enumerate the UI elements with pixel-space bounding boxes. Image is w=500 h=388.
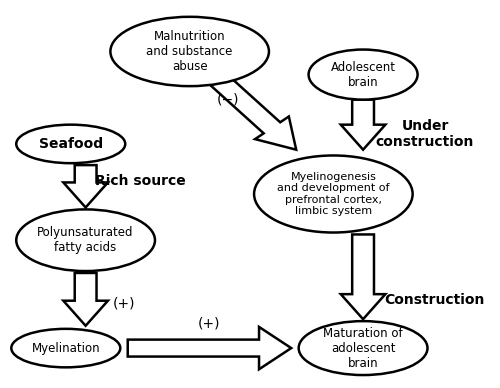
Polygon shape: [128, 327, 291, 369]
Text: Rich source: Rich source: [94, 173, 186, 187]
Text: (+): (+): [113, 296, 136, 310]
Text: Myelination: Myelination: [32, 341, 100, 355]
Text: Under
construction: Under construction: [376, 119, 474, 149]
Text: Seafood: Seafood: [38, 137, 103, 151]
Text: (+): (+): [198, 316, 220, 330]
Text: Maturation of
adolescent
brain: Maturation of adolescent brain: [324, 327, 403, 370]
Ellipse shape: [298, 321, 428, 375]
Text: Malnutrition
and substance
abuse: Malnutrition and substance abuse: [146, 30, 233, 73]
Ellipse shape: [110, 17, 269, 86]
Polygon shape: [64, 165, 108, 208]
Ellipse shape: [16, 125, 126, 163]
Text: Construction: Construction: [384, 293, 485, 307]
Ellipse shape: [254, 156, 412, 232]
Polygon shape: [341, 100, 386, 150]
Text: Adolescent
brain: Adolescent brain: [330, 61, 396, 88]
Text: (−): (−): [217, 93, 240, 107]
Text: Polyunsaturated
fatty acids: Polyunsaturated fatty acids: [38, 226, 134, 254]
Ellipse shape: [308, 50, 418, 100]
Polygon shape: [341, 234, 386, 319]
Ellipse shape: [12, 329, 120, 367]
Polygon shape: [211, 75, 296, 150]
Text: Myelinogenesis
and development of
prefrontal cortex,
limbic system: Myelinogenesis and development of prefro…: [277, 171, 390, 217]
Polygon shape: [64, 273, 108, 326]
Ellipse shape: [16, 210, 155, 271]
